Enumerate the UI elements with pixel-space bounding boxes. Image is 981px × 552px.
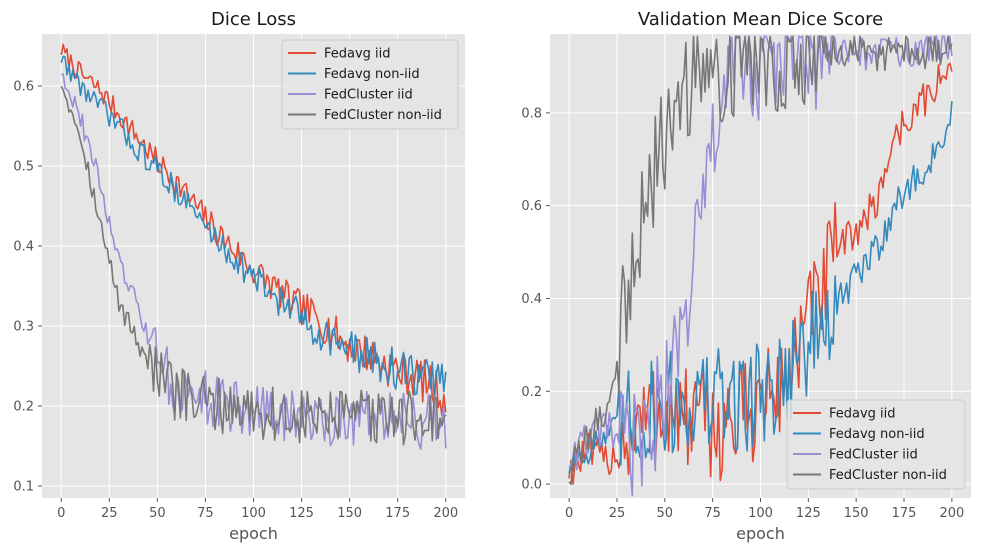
legend-label: Fedavg non-iid xyxy=(324,67,420,82)
x-tick-label: 175 xyxy=(892,506,917,521)
legend-label: Fedavg non-iid xyxy=(829,427,925,442)
y-tick-label: 0.8 xyxy=(521,106,542,121)
x-tick-label: 200 xyxy=(433,506,458,521)
y-tick-label: 0.1 xyxy=(13,480,34,495)
series-line-fedcluster-non-iid xyxy=(60,85,447,446)
x-tick-label: 50 xyxy=(657,506,674,521)
x-tick-label: 175 xyxy=(385,506,410,521)
dice-loss-title: Dice Loss xyxy=(211,9,296,30)
x-tick-label: 150 xyxy=(337,506,362,521)
x-tick-label: 125 xyxy=(796,506,821,521)
x-tick-label: 50 xyxy=(149,506,166,521)
legend xyxy=(786,399,966,490)
x-tick-label: 75 xyxy=(197,506,214,521)
legend-label: FedCluster iid xyxy=(324,88,413,103)
legend-label: FedCluster iid xyxy=(829,448,918,463)
y-tick-label: 0.2 xyxy=(13,400,34,415)
series-line-fedcluster-non-iid xyxy=(568,35,953,485)
y-tick-label: 0.0 xyxy=(521,478,542,493)
x-tick-label: 0 xyxy=(565,506,573,521)
y-tick-label: 0.2 xyxy=(521,385,542,400)
legend-label: FedCluster non-iid xyxy=(324,108,442,123)
dice-loss-panel: 0 25 50 75 100 125 150 175 200 0.1 0.2 0.3 0.4 0.5 0.6… xyxy=(13,9,465,543)
legend-label: Fedavg iid xyxy=(324,47,391,62)
validation-dice-title: Validation Mean Dice Score xyxy=(638,9,883,30)
x-tick-label: 200 xyxy=(939,506,964,521)
y-tick-label: 0.6 xyxy=(13,80,34,95)
y-tick-label: 0.3 xyxy=(13,320,34,335)
series-line-fedavg-non-iid xyxy=(60,55,447,399)
x-tick-label: 100 xyxy=(748,506,773,521)
dice-loss-xlabel: epoch xyxy=(229,524,278,543)
x-tick-label: 75 xyxy=(704,506,721,521)
x-tick-label: 150 xyxy=(844,506,869,521)
x-tick-label: 0 xyxy=(57,506,65,521)
validation-dice-xlabel: epoch xyxy=(736,524,785,543)
legend xyxy=(281,39,459,130)
x-tick-label: 25 xyxy=(609,506,626,521)
y-tick-label: 0.6 xyxy=(521,199,542,214)
y-tick-label: 0.5 xyxy=(13,160,34,175)
legend-label: Fedavg iid xyxy=(829,407,896,422)
x-tick-label: 100 xyxy=(241,506,266,521)
validation-dice-panel: 0 25 50 75 100 125 150 175 200 0.0 0.2 0.4 0.6 0.8 Fed… xyxy=(521,9,971,543)
y-tick-label: 0.4 xyxy=(13,240,34,255)
x-tick-label: 25 xyxy=(101,506,118,521)
x-tick-label: 125 xyxy=(289,506,314,521)
legend-label: FedCluster non-iid xyxy=(829,468,947,483)
y-tick-label: 0.4 xyxy=(521,292,542,307)
